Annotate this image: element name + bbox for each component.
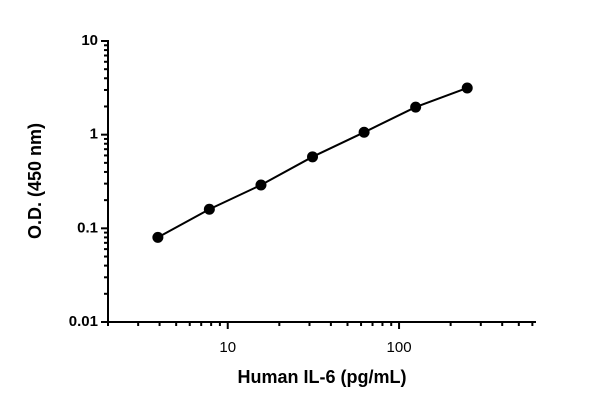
point [203, 203, 215, 215]
y-tick-label: 1 [90, 126, 98, 143]
point [410, 101, 422, 113]
point [255, 179, 267, 191]
point [152, 231, 164, 243]
y-tick-label: 0.01 [69, 313, 98, 330]
fit-line [157, 87, 468, 239]
x-tick-label: 100 [387, 339, 412, 356]
x-axis-title: Human IL-6 (pg/mL) [238, 367, 407, 387]
y-tick-label: 10 [81, 32, 98, 49]
point [461, 82, 473, 94]
x-tick-label: 10 [219, 339, 236, 356]
point [307, 151, 319, 163]
y-tick-label: 0.1 [77, 219, 98, 236]
y-axis-title: O.D. (450 nm) [25, 123, 45, 239]
point [358, 126, 370, 138]
